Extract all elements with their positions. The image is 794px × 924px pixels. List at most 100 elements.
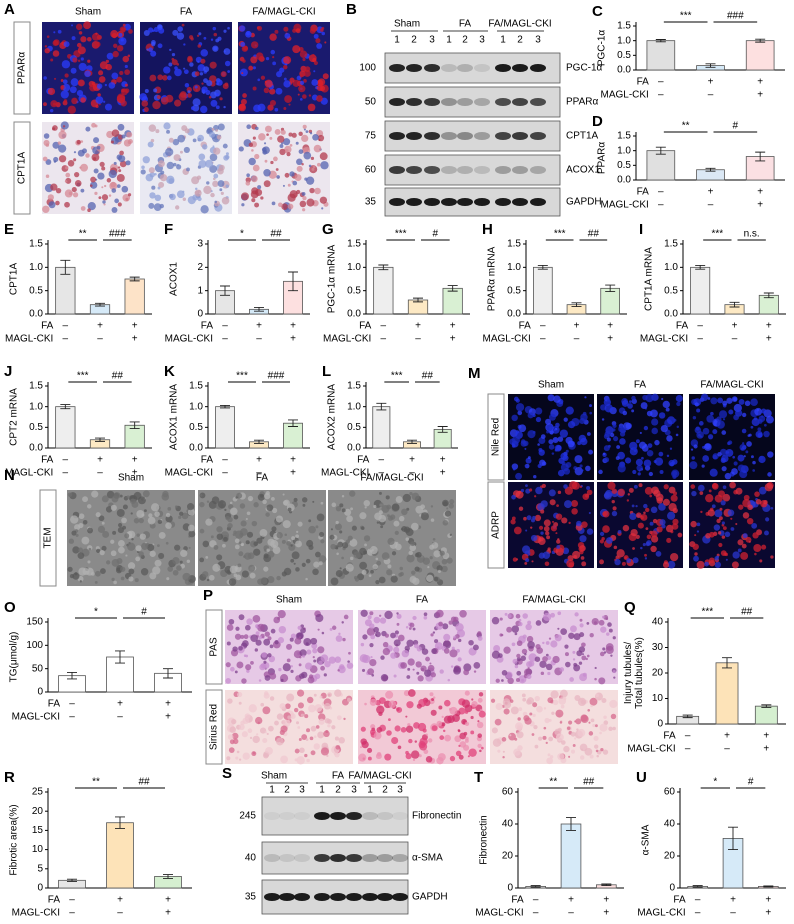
texture [393, 646, 400, 653]
texture [176, 164, 182, 170]
texture [616, 549, 625, 558]
texture [586, 622, 590, 625]
texture [415, 505, 424, 514]
error-bar [254, 307, 264, 312]
texture [264, 675, 271, 681]
band [457, 98, 473, 106]
texture [516, 670, 522, 676]
texture [708, 489, 712, 493]
texture [248, 157, 256, 166]
condition-mark: – [708, 90, 714, 101]
texture [109, 181, 118, 190]
condition-mark: + [732, 321, 738, 332]
condition-label: FA [519, 321, 532, 332]
texture [195, 56, 202, 63]
texture [249, 572, 256, 579]
texture [565, 462, 572, 468]
texture [87, 59, 91, 63]
condition-mark: – [222, 321, 228, 332]
texture [343, 614, 349, 620]
texture [177, 26, 184, 32]
texture [384, 610, 393, 620]
texture [579, 632, 585, 638]
texture [121, 185, 129, 193]
texture [252, 735, 260, 744]
condition-mark: – [63, 468, 69, 479]
texture [345, 539, 350, 544]
texture [563, 745, 570, 753]
bar [646, 40, 676, 71]
texture [216, 554, 223, 561]
error-bar [413, 297, 423, 303]
band [441, 166, 457, 174]
texture [700, 510, 703, 514]
texture [110, 550, 117, 557]
texture [439, 735, 445, 740]
texture [565, 661, 571, 668]
texture [379, 502, 384, 507]
column-label: Sham [276, 595, 302, 606]
texture [282, 184, 285, 187]
texture [113, 492, 121, 500]
texture [297, 726, 301, 729]
texture [764, 530, 769, 536]
texture [97, 93, 101, 97]
y-axis-label: ACOX2 mRNA [327, 384, 338, 450]
texture [97, 172, 105, 180]
lane-number: 2 [335, 785, 341, 796]
texture [260, 494, 264, 498]
band [495, 132, 511, 140]
texture [632, 547, 635, 550]
texture [312, 165, 316, 169]
texture [472, 644, 479, 651]
texture [243, 654, 247, 657]
texture [295, 534, 299, 539]
texture [364, 702, 367, 706]
lane-number: 3 [479, 35, 485, 46]
bar [754, 705, 778, 725]
texture [526, 515, 532, 521]
texture [148, 124, 157, 132]
texture [382, 647, 391, 656]
texture [359, 547, 367, 556]
texture [190, 106, 195, 111]
texture [390, 632, 396, 639]
texture [152, 566, 161, 575]
texture [438, 705, 443, 710]
texture [293, 562, 296, 565]
texture [275, 87, 283, 95]
texture [245, 30, 251, 36]
texture [279, 67, 285, 73]
texture [116, 173, 125, 182]
texture [206, 578, 210, 582]
texture [173, 154, 181, 162]
texture [116, 45, 124, 52]
texture [677, 532, 683, 538]
texture [401, 526, 408, 532]
y-tick-label: 0.5 [29, 285, 43, 296]
texture [550, 640, 558, 648]
texture [658, 412, 666, 419]
texture [205, 159, 214, 168]
significance-label: # [733, 121, 739, 132]
texture [542, 735, 547, 740]
texture [78, 522, 84, 529]
texture [118, 523, 123, 528]
texture [282, 493, 285, 496]
texture [746, 517, 754, 525]
error-bar [115, 650, 125, 664]
texture [761, 408, 767, 414]
texture [696, 408, 701, 413]
texture [248, 564, 256, 572]
texture [671, 523, 679, 530]
texture [171, 59, 178, 66]
texture [314, 704, 323, 712]
texture [241, 678, 247, 684]
texture [614, 558, 621, 566]
texture [424, 669, 432, 677]
condition-label: FA [201, 321, 214, 332]
texture [652, 518, 658, 524]
texture [590, 704, 593, 708]
texture [255, 52, 264, 60]
texture [334, 689, 342, 697]
